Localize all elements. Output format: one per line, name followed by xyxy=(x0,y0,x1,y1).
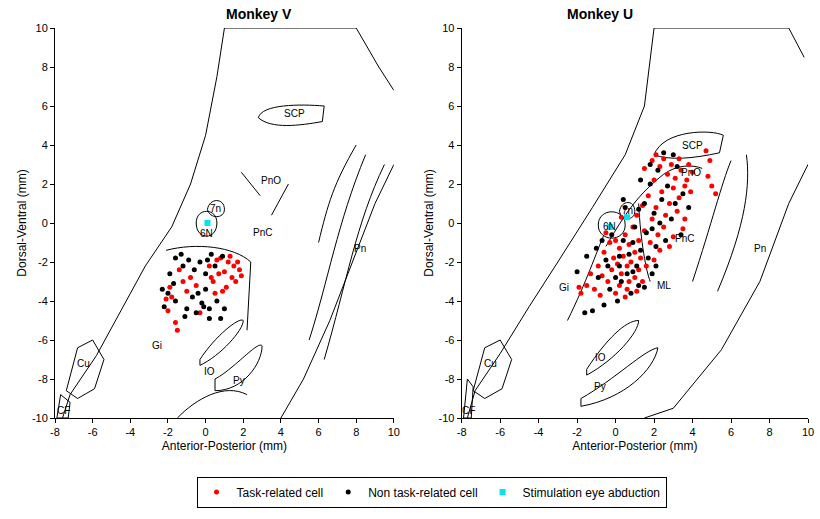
svg-text:8: 8 xyxy=(448,61,454,73)
svg-text:Cu: Cu xyxy=(77,358,90,369)
svg-text:Gi: Gi xyxy=(559,282,569,293)
svg-text:10: 10 xyxy=(36,22,48,34)
svg-text:0: 0 xyxy=(203,426,209,438)
svg-text:-10: -10 xyxy=(439,412,455,424)
svg-text:-2: -2 xyxy=(163,426,173,438)
svg-text:-4: -4 xyxy=(445,295,455,307)
svg-text:6N: 6N xyxy=(603,221,616,232)
svg-text:10: 10 xyxy=(388,426,400,438)
svg-text:ML: ML xyxy=(657,280,671,291)
svg-text:Task-related cell: Task-related cell xyxy=(237,486,324,500)
svg-text:-6: -6 xyxy=(88,426,98,438)
svg-text:6N: 6N xyxy=(200,228,213,239)
svg-text:2: 2 xyxy=(240,426,246,438)
svg-text:7n: 7n xyxy=(210,203,221,214)
svg-text:PnC: PnC xyxy=(253,227,272,238)
svg-text:6: 6 xyxy=(42,100,48,112)
svg-text:SCP: SCP xyxy=(284,108,305,119)
svg-text:8: 8 xyxy=(42,61,48,73)
svg-text:-4: -4 xyxy=(534,426,544,438)
svg-text:4: 4 xyxy=(448,139,454,151)
svg-text:Pn: Pn xyxy=(754,243,766,254)
svg-text:CF: CF xyxy=(57,405,70,416)
svg-text:-6: -6 xyxy=(445,334,455,346)
svg-text:4: 4 xyxy=(278,426,284,438)
svg-text:2: 2 xyxy=(651,426,657,438)
svg-text:-10: -10 xyxy=(32,412,48,424)
svg-text:6: 6 xyxy=(315,426,321,438)
svg-text:-8: -8 xyxy=(38,373,48,385)
svg-text:10: 10 xyxy=(802,426,814,438)
svg-text:Anterior-Posterior (mm): Anterior-Posterior (mm) xyxy=(572,439,697,453)
svg-text:-2: -2 xyxy=(445,256,455,268)
svg-text:Gi: Gi xyxy=(152,340,162,351)
svg-text:-2: -2 xyxy=(572,426,582,438)
svg-text:0: 0 xyxy=(613,426,619,438)
svg-text:4: 4 xyxy=(42,139,48,151)
svg-text:Monkey U: Monkey U xyxy=(567,6,633,22)
svg-text:-8: -8 xyxy=(445,373,455,385)
svg-text:2: 2 xyxy=(42,178,48,190)
svg-text:6: 6 xyxy=(448,100,454,112)
svg-text:8: 8 xyxy=(766,426,772,438)
svg-text:2: 2 xyxy=(448,178,454,190)
svg-text:-8: -8 xyxy=(457,426,467,438)
svg-text:Pn: Pn xyxy=(354,243,366,254)
svg-text:-4: -4 xyxy=(38,295,48,307)
svg-text:PnC: PnC xyxy=(675,233,694,244)
svg-text:Anterior-Posterior (mm): Anterior-Posterior (mm) xyxy=(162,439,287,453)
svg-text:Cu: Cu xyxy=(484,358,497,369)
svg-text:-4: -4 xyxy=(125,426,135,438)
svg-text:Dorsal-Ventral (mm): Dorsal-Ventral (mm) xyxy=(422,169,436,276)
svg-text:8: 8 xyxy=(353,426,359,438)
svg-text:IO: IO xyxy=(204,366,215,377)
svg-text:CF: CF xyxy=(462,405,475,416)
svg-text:-8: -8 xyxy=(50,426,60,438)
svg-text:PnO: PnO xyxy=(261,175,281,186)
svg-text:6: 6 xyxy=(728,426,734,438)
svg-text:PnO: PnO xyxy=(681,167,701,178)
svg-text:Non task-related cell: Non task-related cell xyxy=(368,486,477,500)
svg-text:-2: -2 xyxy=(38,256,48,268)
svg-text:10: 10 xyxy=(442,22,454,34)
svg-text:Py: Py xyxy=(594,381,606,392)
svg-text:IO: IO xyxy=(595,352,606,363)
svg-text:-6: -6 xyxy=(38,334,48,346)
svg-text:-6: -6 xyxy=(495,426,505,438)
svg-text:SCP: SCP xyxy=(682,140,703,151)
svg-text:Stimulation eye abduction: Stimulation eye abduction xyxy=(523,486,660,500)
svg-text:Monkey V: Monkey V xyxy=(226,6,292,22)
svg-text:Dorsal-Ventral (mm): Dorsal-Ventral (mm) xyxy=(15,169,29,276)
svg-text:7n: 7n xyxy=(622,205,633,216)
svg-text:0: 0 xyxy=(42,217,48,229)
svg-text:4: 4 xyxy=(689,426,695,438)
svg-text:Py: Py xyxy=(233,375,245,386)
svg-text:0: 0 xyxy=(448,217,454,229)
